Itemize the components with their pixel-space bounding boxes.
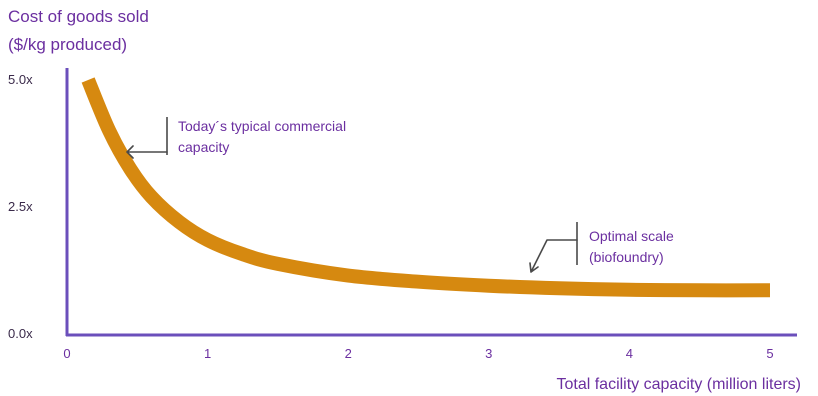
x-tick-label: 5 — [766, 346, 773, 361]
annotation-commercial-line-2: capacity — [178, 139, 229, 155]
callout-commercial-capacity: Today´s typical commercial capacity — [126, 117, 346, 159]
cost-curve-series — [81, 77, 771, 298]
annotation-commercial-line-1: Today´s typical commercial — [178, 118, 346, 134]
x-tick-label: 0 — [63, 346, 70, 361]
callout-arrow — [126, 145, 168, 159]
x-tick-label: 2 — [345, 346, 352, 361]
annotation-optimal-line-2: (biofoundry) — [589, 249, 664, 265]
callout-arrow — [529, 239, 578, 273]
x-axis-ticks: 0 1 2 3 4 5 — [63, 346, 773, 361]
y-axis-ticks: 0.0x 2.5x 5.0x — [8, 72, 33, 341]
y-tick-label: 2.5x — [8, 199, 33, 214]
annotation-optimal-line-1: Optimal scale — [589, 228, 674, 244]
x-axis-label: Total facility capacity (million liters) — [556, 376, 801, 393]
y-tick-label: 5.0x — [8, 72, 33, 87]
x-tick-label: 1 — [204, 346, 211, 361]
y-axis-label-line-1: Cost of goods sold — [8, 7, 149, 26]
x-tick-label: 4 — [626, 346, 633, 361]
callout-optimal-scale: Optimal scale (biofoundry) — [529, 222, 674, 273]
y-tick-label: 0.0x — [8, 326, 33, 341]
y-axis-label-line-2: ($/kg produced) — [8, 35, 127, 54]
x-tick-label: 3 — [485, 346, 492, 361]
